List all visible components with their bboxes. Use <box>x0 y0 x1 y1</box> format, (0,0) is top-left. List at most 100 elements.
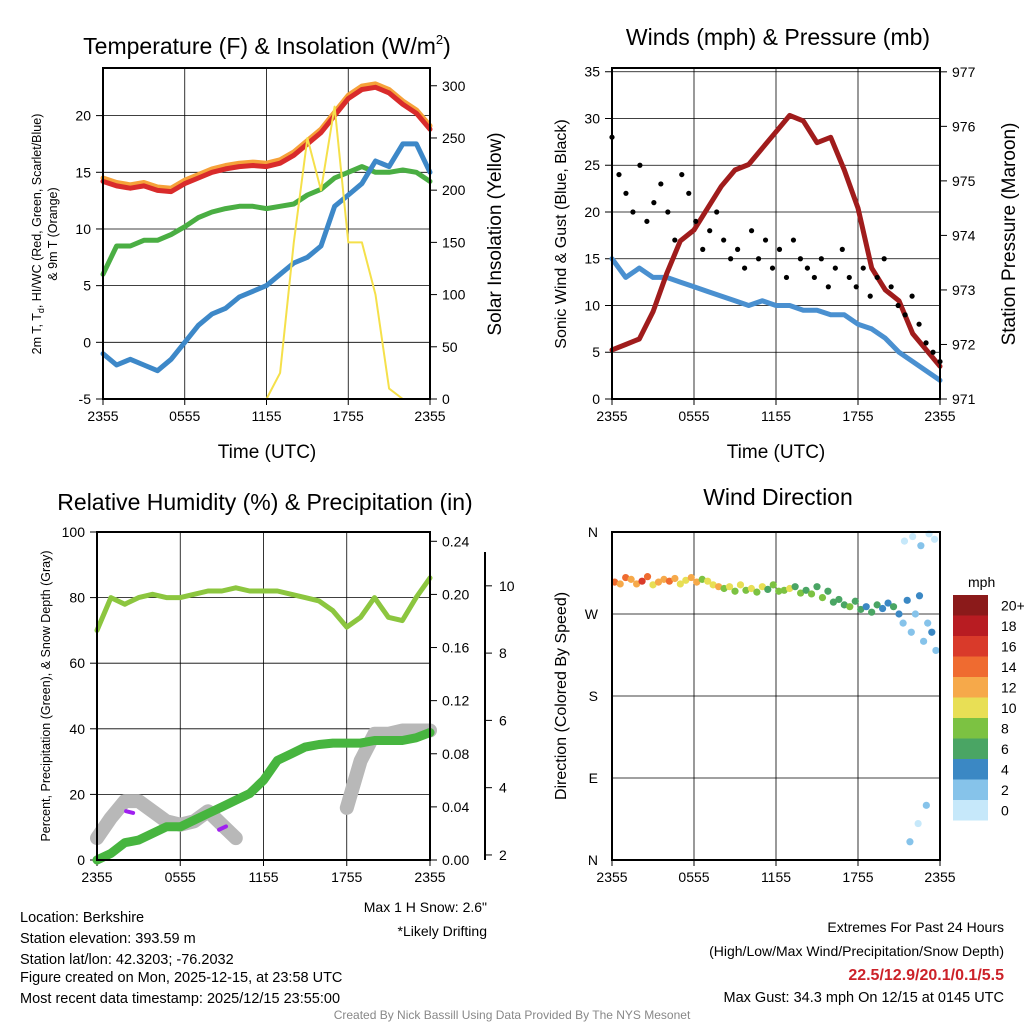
legend-label: 6 <box>1001 741 1009 757</box>
direction-point <box>906 838 914 846</box>
direction-point <box>687 573 695 582</box>
series-line-hi-wc <box>100 141 433 374</box>
y2-tick-label: 0.20 <box>442 586 469 602</box>
gust-point <box>888 284 894 290</box>
y-tick-label: 60 <box>69 655 85 671</box>
gust-point <box>909 293 915 299</box>
temp-title: Temperature (F) & Insolation (W/m2) <box>83 32 451 59</box>
gust-point <box>923 340 929 346</box>
direction-point <box>829 598 838 606</box>
legend-swatch <box>953 718 988 739</box>
info-location: Location: Berkshire <box>20 910 144 926</box>
y2-tick-label: 100 <box>442 287 466 303</box>
direction-point <box>649 581 657 589</box>
gust-point <box>818 256 824 262</box>
direction-point <box>638 577 646 585</box>
legend-swatch <box>953 615 988 636</box>
drift-note: *Likely Drifting <box>398 923 487 939</box>
gust-point <box>846 274 852 281</box>
wind-panel: 2355 0555 1155 1755 235505101520253035971972… <box>584 64 975 424</box>
x-tick-label: 2355 <box>596 408 627 424</box>
plot-frame <box>611 67 941 400</box>
direction-point <box>780 586 788 594</box>
direction-point <box>895 610 903 618</box>
direction-point <box>868 608 876 616</box>
direction-point <box>922 801 930 809</box>
gust-point <box>728 256 734 262</box>
direction-point <box>862 603 870 611</box>
direction-point <box>911 610 920 618</box>
wind-xlabel: Time (UTC) <box>727 442 826 463</box>
direction-point <box>742 586 750 594</box>
y-tick-label: S <box>589 688 598 704</box>
direction-point <box>654 578 663 586</box>
gust-point <box>700 246 706 252</box>
wind-title: Winds (mph) & Pressure (mb) <box>626 24 930 50</box>
y2-tick-label: 972 <box>952 336 976 352</box>
temp-y2label: Solar Insolation (Yellow) <box>485 132 506 335</box>
x-tick-label: 1155 <box>761 869 791 885</box>
gust-point <box>616 171 622 178</box>
x-tick-label: 1755 <box>333 408 364 424</box>
direction-point <box>928 628 936 636</box>
y-tick-label: 0 <box>592 391 600 407</box>
legend-label: 10 <box>1001 700 1017 716</box>
direction-point <box>900 537 909 545</box>
direction-point <box>720 584 728 593</box>
direction-point <box>704 577 712 585</box>
y2-tick-label: 0.12 <box>442 693 469 709</box>
y-tick-label: 20 <box>75 108 91 124</box>
plot-frame <box>611 531 941 861</box>
direction-point <box>824 587 832 595</box>
legend-swatch <box>953 779 988 800</box>
gust-point <box>686 190 692 196</box>
y-tick-label: N <box>588 852 598 868</box>
info-recent: Most recent data timestamp: 2025/12/15 2… <box>20 991 340 1007</box>
y3-tick-label: 6 <box>499 712 507 728</box>
direction-point <box>857 605 865 614</box>
direction-point <box>884 599 892 607</box>
dir-panel: 2355 0555 1155 1755 2355NESWNmph024681012141… <box>585 524 1024 885</box>
legend-swatch <box>953 800 988 821</box>
x-tick-label: 0555 <box>678 408 709 424</box>
direction-point <box>682 576 690 584</box>
direction-point <box>715 583 723 591</box>
y-tick-label: 15 <box>584 251 600 267</box>
direction-point <box>924 619 932 627</box>
x-tick-label: 2355 <box>924 408 955 424</box>
x-tick-label: 0555 <box>678 869 709 885</box>
rh-panel: 2355 0555 1155 1755 23550204060801000.000.04… <box>62 524 515 885</box>
dir-title: Wind Direction <box>703 484 853 510</box>
legend-title: mph <box>968 574 995 590</box>
direction-point <box>698 575 706 583</box>
legend-label: 20+ <box>1001 597 1024 613</box>
y3-tick-label: 2 <box>499 847 507 863</box>
direction-point <box>914 819 922 828</box>
direction-point <box>835 595 843 604</box>
y-tick-label: 10 <box>584 297 600 313</box>
direction-point <box>907 628 915 636</box>
gust-point <box>839 246 845 252</box>
gust-point <box>637 162 643 168</box>
legend-swatch <box>953 656 988 677</box>
gust-point <box>755 256 762 262</box>
x-tick-label: 1755 <box>842 408 873 424</box>
direction-point <box>676 580 684 588</box>
legend-label: 14 <box>1001 659 1017 675</box>
gust-point <box>741 265 748 271</box>
gust-point <box>783 274 790 281</box>
y-tick-label: 30 <box>584 110 600 126</box>
gust-point <box>748 228 755 234</box>
direction-point <box>915 592 924 600</box>
gust-point <box>895 302 901 309</box>
info-elevation: Station elevation: 393.59 m <box>20 931 196 947</box>
y-tick-label: 35 <box>584 64 600 80</box>
extremes-values: 22.5/12.9/20.1/0.1/5.5 <box>848 967 1004 984</box>
direction-point <box>889 603 898 611</box>
legend-swatch <box>953 595 988 616</box>
y2-tick-label: 973 <box>952 282 976 298</box>
direction-point <box>932 646 940 655</box>
series-line-2m-t <box>100 84 433 195</box>
y2-tick-label: 0.16 <box>442 640 469 656</box>
plot-frame <box>96 531 431 861</box>
